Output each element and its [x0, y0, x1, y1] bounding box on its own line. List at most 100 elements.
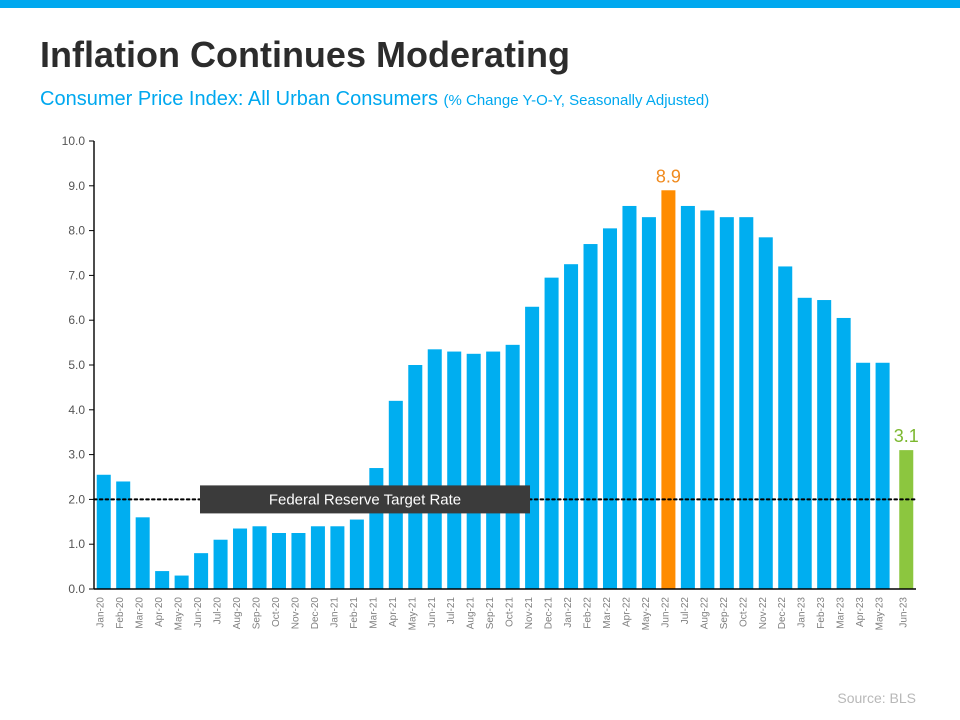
x-axis-label: Oct-20: [271, 597, 282, 627]
bar: [175, 576, 189, 589]
value-label: 3.1: [894, 426, 919, 446]
x-axis-label: Jan-20: [96, 597, 107, 628]
bar: [564, 264, 578, 589]
svg-text:0.0: 0.0: [68, 582, 85, 596]
target-label-text: Federal Reserve Target Rate: [269, 492, 461, 509]
bar: [817, 300, 831, 589]
bar: [311, 526, 325, 589]
x-axis-label: Nov-21: [524, 597, 535, 630]
bar: [233, 529, 247, 589]
x-axis-label: Aug-22: [699, 597, 710, 630]
x-axis-label: Aug-21: [466, 597, 477, 630]
bar: [876, 363, 890, 589]
svg-text:7.0: 7.0: [68, 268, 85, 282]
x-axis-label: May-23: [875, 597, 886, 631]
svg-text:9.0: 9.0: [68, 179, 85, 193]
x-axis-label: Jun-23: [898, 597, 909, 628]
x-axis-label: Mar-21: [368, 597, 379, 629]
bar: [408, 365, 422, 589]
x-axis-label: Oct-21: [505, 597, 516, 627]
x-axis-label: May-21: [407, 597, 418, 631]
bar: [194, 553, 208, 589]
x-axis-label: Apr-22: [621, 597, 632, 627]
chart-container: 0.0 1.0 2.0 3.0 4.0 5.0 6.0 7.0 8.0 9.0 10.0 Federa…: [40, 125, 920, 685]
x-axis-label: Jan-21: [329, 597, 340, 628]
x-axis-label: Feb-22: [583, 597, 594, 629]
bar: [291, 533, 305, 589]
bar: [759, 237, 773, 589]
bar: [214, 540, 228, 589]
svg-text:8.0: 8.0: [68, 224, 85, 238]
x-axis-label: Feb-20: [115, 597, 126, 629]
x-axis-label: Jul-21: [446, 597, 457, 625]
bar: [856, 363, 870, 589]
x-axis-label: Apr-20: [154, 597, 165, 627]
bar: [584, 244, 598, 589]
x-axis-label: Jan-22: [563, 597, 574, 628]
bar: [661, 190, 675, 589]
subtitle-note: (% Change Y-O-Y, Seasonally Adjusted): [444, 92, 710, 109]
x-axis-label: Mar-22: [602, 597, 613, 629]
bar: [622, 206, 636, 589]
x-axis-label: Aug-20: [232, 597, 243, 630]
x-axis-label: Apr-21: [388, 597, 399, 627]
bar: [720, 217, 734, 589]
bar: [447, 352, 461, 589]
x-axis-label: May-22: [641, 597, 652, 631]
bar: [739, 217, 753, 589]
x-axis-label: Sep-20: [252, 597, 263, 630]
x-axis-label: Apr-23: [855, 597, 866, 627]
bar: [136, 517, 150, 589]
top-accent-bar: [0, 0, 960, 8]
x-axis-label: Sep-22: [719, 597, 730, 630]
bar: [486, 352, 500, 589]
x-axis-label: Jun-21: [427, 597, 438, 628]
bar: [681, 206, 695, 589]
bar: [525, 307, 539, 589]
bar: [155, 571, 169, 589]
bar: [899, 450, 913, 589]
x-axis-label: Mar-20: [135, 597, 146, 629]
svg-text:4.0: 4.0: [68, 403, 85, 417]
x-axis-label: Jan-23: [797, 597, 808, 628]
x-axis-label: Mar-23: [836, 597, 847, 629]
chart-title: Inflation Continues Moderating: [40, 34, 920, 76]
bar: [467, 354, 481, 589]
page: Inflation Continues Moderating Consumer …: [0, 0, 960, 720]
bar-chart: 0.0 1.0 2.0 3.0 4.0 5.0 6.0 7.0 8.0 9.0 10.0 Federa…: [40, 125, 920, 685]
bar: [252, 526, 266, 589]
bar: [603, 228, 617, 589]
bar: [700, 210, 714, 589]
source-attribution: Source: BLS: [837, 690, 916, 706]
content-area: Inflation Continues Moderating Consumer …: [0, 8, 960, 685]
value-label: 8.9: [656, 166, 681, 186]
bar: [545, 278, 559, 589]
x-axis-label: Nov-22: [758, 597, 769, 630]
x-axis-label: Sep-21: [485, 597, 496, 630]
bar: [778, 266, 792, 589]
x-axis-label: Jun-20: [193, 597, 204, 628]
svg-text:1.0: 1.0: [68, 537, 85, 551]
bar: [350, 520, 364, 589]
bar: [428, 349, 442, 589]
subtitle-main: Consumer Price Index: All Urban Consumer…: [40, 88, 444, 110]
chart-subtitle: Consumer Price Index: All Urban Consumer…: [40, 88, 920, 111]
x-axis-label: Jun-22: [660, 597, 671, 628]
svg-text:10.0: 10.0: [62, 134, 86, 148]
x-axis-label: Feb-23: [816, 597, 827, 629]
x-axis-label: Dec-20: [310, 597, 321, 630]
x-axis-label: May-20: [174, 597, 185, 631]
svg-text:5.0: 5.0: [68, 358, 85, 372]
x-axis-label: Jul-22: [680, 597, 691, 625]
bar: [642, 217, 656, 589]
x-axis-label: Oct-22: [738, 597, 749, 627]
x-axis-label: Jul-20: [213, 597, 224, 625]
bar: [506, 345, 520, 589]
x-axis-label: Dec-21: [544, 597, 555, 630]
svg-text:3.0: 3.0: [68, 448, 85, 462]
x-axis-label: Feb-21: [349, 597, 360, 629]
svg-text:2.0: 2.0: [68, 492, 85, 506]
svg-text:6.0: 6.0: [68, 313, 85, 327]
bar: [97, 475, 111, 589]
bar: [116, 481, 130, 589]
